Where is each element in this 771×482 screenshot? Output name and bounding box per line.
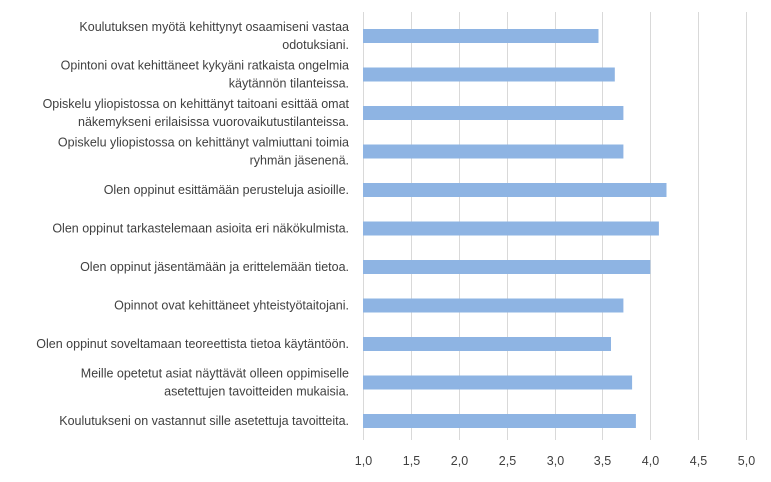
bar xyxy=(363,337,611,351)
x-axis-ticks: 1,0 1,5 2,0 2,5 3,0 3,5 4,0 4,5 5,0 xyxy=(355,454,755,468)
category-label: käytännön tilanteissa. xyxy=(229,77,349,91)
category-label: odotuksiani. xyxy=(282,38,349,52)
x-tick-label: 2,5 xyxy=(499,454,516,468)
category-label: näkemykseni erilaisissa vuorovaikutustil… xyxy=(78,115,349,129)
x-tick-label: 3,5 xyxy=(594,454,611,468)
x-tick-label: 2,0 xyxy=(451,454,468,468)
x-tick-label: 1,5 xyxy=(403,454,420,468)
bar xyxy=(363,183,667,197)
bar xyxy=(363,414,636,428)
bars xyxy=(363,29,667,428)
x-tick-label: 4,5 xyxy=(690,454,707,468)
bar xyxy=(363,144,624,159)
bar xyxy=(363,67,615,82)
category-label: Olen oppinut esittämään perusteluja asio… xyxy=(104,183,349,197)
category-label: asetettujen tavoitteiden mukaisia. xyxy=(164,385,349,399)
bar xyxy=(363,106,624,120)
x-tick-label: 3,0 xyxy=(547,454,564,468)
bar xyxy=(363,375,633,390)
bar xyxy=(363,221,659,236)
category-label: Opiskelu yliopistossa on kehittänyt valm… xyxy=(58,136,349,150)
category-label: Meille opetetut asiat näyttävät olleen o… xyxy=(81,367,349,381)
category-label: Koulutuksen myötä kehittynyt osaamiseni … xyxy=(79,20,349,34)
bar xyxy=(363,260,651,274)
category-label: Olen oppinut jäsentämään ja erittelemään… xyxy=(80,260,349,274)
category-label: Olen oppinut tarkastelemaan asioita eri … xyxy=(52,222,349,236)
category-label: Opinnot ovat kehittäneet yhteistyötaitoj… xyxy=(114,299,349,313)
bar xyxy=(363,29,599,43)
x-tick-label: 1,0 xyxy=(355,454,372,468)
category-label: Olen oppinut soveltamaan teoreettista ti… xyxy=(36,337,349,351)
category-label: ryhmän jäsenenä. xyxy=(250,154,349,168)
category-label: Koulutukseni on vastannut sille asetettu… xyxy=(59,414,349,428)
x-tick-label: 5,0 xyxy=(738,454,755,468)
category-label: Opintoni ovat kehittäneet kykyäni ratkai… xyxy=(61,59,349,73)
category-labels: Koulutuksen myötä kehittynyt osaamiseni … xyxy=(36,20,349,428)
x-tick-label: 4,0 xyxy=(642,454,659,468)
category-label: Opiskelu yliopistossa on kehittänyt tait… xyxy=(43,97,350,111)
bar xyxy=(363,298,624,313)
